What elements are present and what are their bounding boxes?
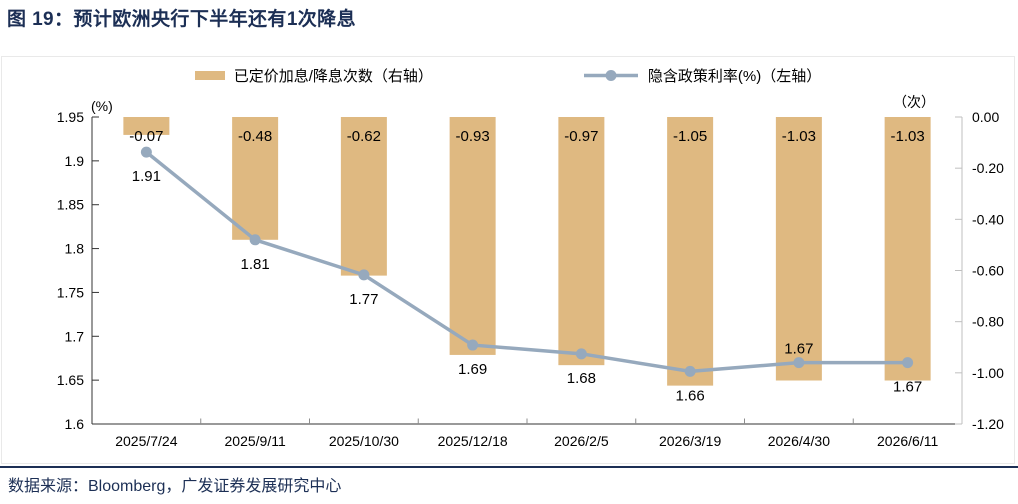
legend-item-line: 隐含政策利率(%)（左轴）	[583, 65, 821, 86]
left-axis-tick-label: 1.6	[65, 416, 85, 432]
bar	[340, 117, 387, 276]
line-marker	[575, 348, 587, 360]
line-marker	[249, 234, 261, 246]
line-series	[140, 146, 914, 377]
right-axis-unit: （次）	[893, 94, 935, 110]
line-label: 1.67	[784, 341, 813, 358]
data-source: 数据来源：Bloomberg，广发证券发展研究中心	[8, 478, 342, 495]
bar	[884, 117, 931, 381]
bar-label: -1.05	[673, 128, 707, 145]
bar	[123, 117, 170, 135]
x-axis-label: 2026/6/11	[877, 433, 938, 449]
right-axis-tick-label: -1.20	[972, 416, 1004, 432]
bar	[667, 117, 714, 386]
bar-label: -0.48	[238, 128, 272, 145]
line-label: 1.81	[241, 256, 270, 273]
left-axis-tick-label: 1.85	[57, 197, 84, 213]
line-label: 1.69	[458, 361, 487, 378]
bar	[449, 117, 496, 355]
left-axis-tick-label: 1.65	[57, 372, 84, 388]
line-label: 1.91	[132, 168, 161, 185]
left-axis-tick-label: 1.75	[57, 284, 84, 300]
line-marker	[793, 357, 805, 369]
left-axis-tick-label: 1.8	[65, 241, 85, 257]
chart-legend: 已定价加息/降息次数（右轴） 隐含政策利率(%)（左轴）	[2, 65, 1014, 86]
left-axis-tick-label: 1.7	[65, 328, 85, 344]
bar	[775, 117, 822, 381]
bar-series	[123, 117, 931, 386]
line-marker	[140, 146, 152, 158]
x-axis-label: 2026/2/5	[554, 433, 609, 449]
policy-rate-line	[145, 150, 908, 374]
x-axis-label: 2025/10/30	[329, 433, 399, 449]
chart-frame: 1.95 1.9 1.85 1.8 1.75 1.7 1.65 1.6 0.00 -0.20 -0.…	[1, 56, 1015, 464]
right-axis-tick-label: -0.40	[972, 211, 1004, 227]
x-axis-label: 2025/9/11	[225, 433, 286, 449]
bar-label: -0.97	[564, 128, 598, 145]
x-axis-label: 2026/4/30	[768, 433, 830, 449]
bar-label: -1.03	[782, 128, 816, 145]
line-label: 1.68	[567, 370, 596, 387]
combo-chart: 1.95 1.9 1.85 1.8 1.75 1.7 1.65 1.6 0.00 -0.20 -0.…	[57, 94, 1004, 449]
axes: 1.95 1.9 1.85 1.8 1.75 1.7 1.65 1.6 0.00 -0.20 -0.…	[57, 94, 1004, 449]
bar-label: -1.03	[891, 128, 925, 145]
left-axis-unit: (%)	[91, 98, 113, 114]
right-axis-tick-label: -0.80	[972, 314, 1004, 330]
x-axis-label: 2026/3/19	[659, 433, 721, 449]
right-axis-tick-label: -0.60	[972, 263, 1004, 279]
left-axis-tick-label: 1.9	[65, 153, 85, 169]
line-label: 1.77	[349, 291, 378, 308]
bar	[558, 117, 605, 366]
footer-divider	[0, 466, 1018, 468]
bar-label: -0.07	[129, 128, 163, 145]
line-marker	[902, 357, 914, 369]
bar-label: -0.62	[347, 128, 381, 145]
line-marker	[684, 365, 696, 377]
left-axis-tick-label: 1.95	[57, 109, 84, 125]
line-marker	[467, 339, 479, 351]
legend-line-label: 隐含政策利率(%)（左轴）	[647, 68, 822, 85]
figure-title: 图 19：预计欧洲央行下半年还有1次降息	[7, 9, 356, 30]
x-axis-label: 2025/7/24	[115, 433, 177, 449]
data-labels: -0.07 -0.48 -0.62 -0.93 -0.97 -1.05 -1.03 -1.03…	[129, 128, 924, 404]
line-label: 1.66	[676, 387, 705, 404]
bar-label: -0.93	[456, 128, 490, 145]
legend-bar-label: 已定价加息/降息次数（右轴）	[233, 68, 433, 85]
right-axis-tick-label: -0.20	[972, 160, 1004, 176]
line-marker	[358, 269, 370, 281]
x-axis-label: 2025/12/18	[438, 433, 508, 449]
bar-series-swatch	[194, 71, 225, 80]
right-axis-tick-label: 0.00	[972, 109, 999, 125]
bar	[232, 117, 279, 240]
line-series-swatch	[583, 70, 638, 81]
legend-item-bars: 已定价加息/降息次数（右轴）	[194, 65, 433, 86]
line-label: 1.67	[893, 379, 922, 396]
right-axis-tick-label: -1.00	[972, 365, 1004, 381]
